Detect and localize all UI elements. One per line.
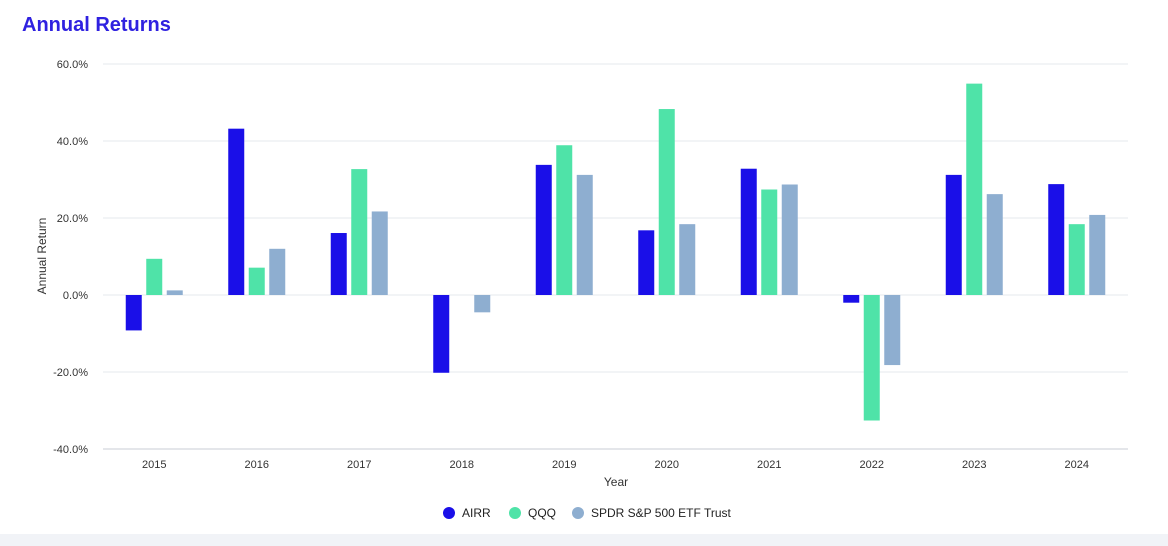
footer-strip (0, 534, 1168, 546)
x-tick-label: 2024 (1065, 459, 1089, 471)
bar-airr-2022[interactable] (843, 295, 860, 303)
y-axis-title: Annual Return (35, 218, 49, 295)
bar-qqq-2020[interactable] (658, 109, 675, 295)
legend-item-qqq[interactable]: QQQ (509, 506, 556, 520)
x-tick-label: 2016 (245, 459, 269, 471)
bar-qqq-2024[interactable] (1068, 224, 1085, 295)
chart-card: Annual Returns -40.0% -20.0% 0.0% 20.0% 40.0… (22, 14, 1128, 520)
bar-qqq-2017[interactable] (351, 169, 368, 295)
bar-spdr-s-p-500-etf-trust-2021[interactable] (781, 184, 798, 295)
x-axis-title: Year (604, 475, 628, 489)
bar-airr-2023[interactable] (945, 174, 962, 295)
bar-qqq-2015[interactable] (146, 258, 163, 295)
x-tick-label: 2017 (347, 459, 371, 471)
bar-spdr-s-p-500-etf-trust-2018[interactable] (474, 295, 491, 313)
legend-marker (509, 507, 521, 519)
y-tick-label: -40.0% (53, 444, 88, 456)
x-tick-label: 2020 (655, 459, 679, 471)
bar-spdr-s-p-500-etf-trust-2020[interactable] (679, 224, 696, 295)
bar-spdr-s-p-500-etf-trust-2015[interactable] (166, 290, 183, 295)
x-tick-label: 2019 (552, 459, 576, 471)
x-tick-label: 2021 (757, 459, 781, 471)
bar-airr-2019[interactable] (535, 164, 552, 295)
chart-title: Annual Returns (22, 14, 171, 36)
bar-airr-2020[interactable] (638, 230, 655, 295)
x-tick-label: 2023 (962, 459, 986, 471)
y-tick-label: 60.0% (57, 59, 88, 71)
bar-spdr-s-p-500-etf-trust-2017[interactable] (371, 211, 388, 295)
legend-item-spdr-s-p-500-etf-trust[interactable]: SPDR S&P 500 ETF Trust (572, 506, 731, 520)
bar-airr-2018[interactable] (433, 295, 450, 373)
x-tick-label: 2022 (860, 459, 884, 471)
bar-airr-2021[interactable] (740, 168, 757, 295)
bar-chart: -40.0% -20.0% 0.0% 20.0% 40.0% 60.0% 2015 2016… (35, 59, 1128, 520)
legend-label: SPDR S&P 500 ETF Trust (591, 506, 731, 520)
bar-spdr-s-p-500-etf-trust-2023[interactable] (986, 194, 1003, 295)
bar-spdr-s-p-500-etf-trust-2016[interactable] (269, 248, 286, 295)
bar-airr-2024[interactable] (1048, 184, 1065, 295)
x-tick-label: 2015 (142, 459, 166, 471)
y-axis-ticks: -40.0% -20.0% 0.0% 20.0% 40.0% 60.0% (53, 59, 88, 456)
legend-marker (443, 507, 455, 519)
bar-qqq-2023[interactable] (966, 83, 983, 295)
bar-spdr-s-p-500-etf-trust-2022[interactable] (884, 295, 901, 366)
x-axis-ticks: 2015 2016 2017 2018 2019 2020 2021 2022 2023 2024 (142, 459, 1089, 471)
bar-spdr-s-p-500-etf-trust-2019[interactable] (576, 174, 593, 295)
y-tick-label: 20.0% (57, 213, 88, 225)
y-tick-label: 0.0% (63, 290, 88, 302)
bar-qqq-2022[interactable] (863, 295, 880, 421)
bar-airr-2015[interactable] (125, 295, 142, 331)
x-tick-label: 2018 (450, 459, 474, 471)
bar-airr-2016[interactable] (228, 128, 245, 295)
legend-item-airr[interactable]: AIRR (443, 506, 491, 520)
legend-marker (572, 507, 584, 519)
bar-spdr-s-p-500-etf-trust-2024[interactable] (1089, 214, 1106, 295)
bars (125, 83, 1106, 421)
bar-qqq-2016[interactable] (248, 267, 265, 295)
legend: AIRR QQQ SPDR S&P 500 ETF Trust (443, 506, 731, 520)
legend-label: AIRR (462, 506, 491, 520)
bar-airr-2017[interactable] (330, 233, 347, 295)
bar-qqq-2021[interactable] (761, 189, 778, 295)
bar-qqq-2019[interactable] (556, 145, 573, 295)
legend-label: QQQ (528, 506, 556, 520)
y-tick-label: 40.0% (57, 136, 88, 148)
y-tick-label: -20.0% (53, 367, 88, 379)
